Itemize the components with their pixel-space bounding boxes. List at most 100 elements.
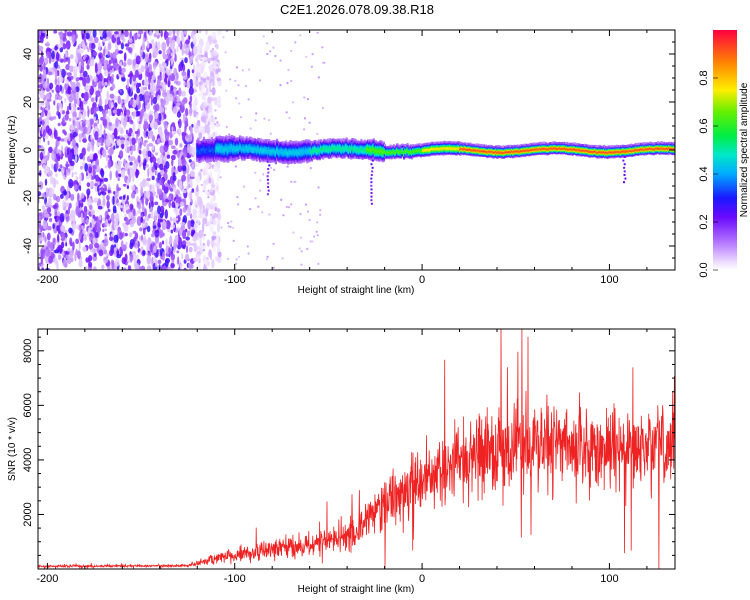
- noise-cell: [165, 220, 171, 230]
- noise-dot: [313, 235, 316, 238]
- noise-cell: [166, 70, 172, 76]
- noise-cell: [108, 109, 112, 117]
- signal-cell: [360, 138, 363, 141]
- noise-cell: [146, 177, 151, 182]
- noise-dot: [247, 252, 250, 255]
- noise-cell: [54, 61, 59, 69]
- noise-cell: [187, 173, 190, 182]
- noise-cell: [103, 238, 109, 247]
- noise-cell: [212, 218, 217, 226]
- noise-cell: [86, 188, 91, 196]
- noise-cell: [48, 116, 54, 121]
- noise-cell: [55, 84, 60, 94]
- noise-cell: [179, 180, 183, 190]
- signal-cell: [197, 137, 200, 140]
- noise-cell: [129, 161, 133, 166]
- noise-cell: [98, 214, 102, 221]
- noise-cell: [168, 30, 173, 36]
- noise-dot: [282, 214, 285, 217]
- noise-cell: [165, 257, 171, 264]
- noise-cell: [72, 138, 77, 149]
- noise-cell: [98, 249, 104, 257]
- noise-cell: [157, 85, 163, 89]
- signal-cell: [210, 137, 213, 139]
- noise-cell: [108, 147, 113, 156]
- noise-cell: [79, 185, 82, 192]
- noise-cell: [173, 188, 177, 193]
- noise-cell: [116, 202, 121, 207]
- noise-dot: [202, 243, 205, 246]
- noise-cell: [77, 192, 80, 203]
- noise-cell: [216, 77, 222, 82]
- noise-dot: [247, 98, 250, 101]
- noise-cell: [186, 80, 191, 89]
- noise-cell: [116, 163, 122, 173]
- noise-cell: [49, 187, 55, 197]
- noise-cell: [120, 112, 123, 117]
- noise-cell: [102, 198, 106, 207]
- noise-cell: [211, 235, 217, 240]
- noise-cell: [217, 190, 220, 195]
- noise-cell: [85, 32, 90, 40]
- noise-cell: [175, 217, 179, 221]
- noise-cell: [69, 240, 72, 246]
- noise-cell: [151, 153, 154, 157]
- noise-cell: [180, 221, 186, 226]
- noise-dot: [225, 125, 228, 129]
- noise-dot: [272, 242, 275, 245]
- noise-cell: [95, 165, 101, 172]
- noise-cell: [159, 229, 164, 238]
- noise-dot: [274, 54, 277, 58]
- noise-cell: [70, 193, 75, 201]
- noise-cell: [58, 168, 62, 172]
- noise-dot: [257, 205, 260, 208]
- noise-cell: [208, 83, 212, 92]
- noise-cell: [162, 91, 167, 98]
- noise-cell: [196, 193, 199, 201]
- noise-cell: [77, 107, 80, 111]
- noise-cell: [209, 116, 215, 123]
- noise-dot: [272, 266, 275, 269]
- noise-cell: [163, 167, 168, 174]
- noise-cell: [53, 30, 58, 34]
- signal-cell: [226, 135, 229, 138]
- noise-cell: [210, 121, 216, 130]
- noise-cell: [81, 40, 85, 49]
- noise-cell: [85, 265, 88, 270]
- noise-cell: [210, 184, 216, 188]
- noise-cell: [91, 247, 97, 254]
- noise-cell: [45, 202, 50, 207]
- noise-cell: [84, 234, 87, 242]
- noise-cell: [159, 154, 164, 159]
- noise-cell: [129, 138, 132, 146]
- noise-cell: [164, 182, 169, 187]
- noise-cell: [68, 65, 75, 73]
- noise-cell: [194, 124, 200, 134]
- noise-cell: [122, 183, 127, 187]
- noise-cell: [123, 223, 129, 232]
- noise-cell: [125, 140, 130, 147]
- noise-cell: [131, 192, 136, 199]
- noise-cell: [182, 229, 187, 240]
- noise-cell: [110, 212, 115, 223]
- noise-cell: [124, 203, 129, 211]
- noise-cell: [168, 247, 172, 254]
- noise-cell: [47, 140, 50, 146]
- signal-cell: [305, 139, 308, 142]
- noise-cell: [182, 206, 187, 213]
- noise-cell: [106, 36, 110, 41]
- noise-dot: [219, 176, 222, 179]
- noise-cell: [172, 149, 178, 155]
- noise-cell: [146, 244, 150, 252]
- noise-cell: [194, 65, 198, 74]
- noise-cell: [178, 197, 182, 202]
- noise-cell: [147, 40, 150, 49]
- noise-cell: [115, 170, 119, 179]
- noise-cell: [46, 207, 52, 214]
- noise-cell: [154, 152, 159, 156]
- noise-cell: [152, 96, 158, 105]
- noise-cell: [111, 74, 115, 78]
- noise-cell: [89, 232, 93, 238]
- noise-cell: [70, 75, 74, 80]
- noise-cell: [130, 156, 136, 161]
